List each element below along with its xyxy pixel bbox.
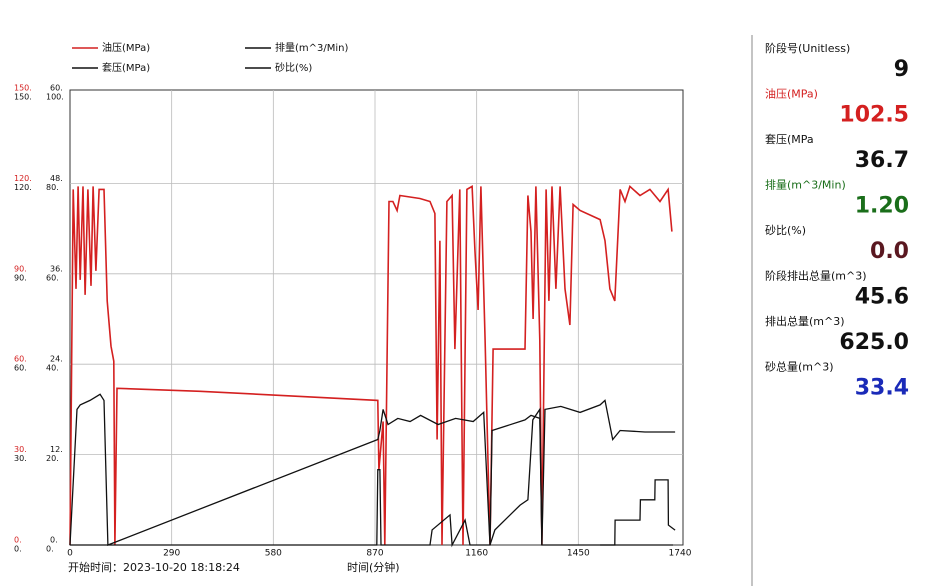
legend-label: 砂比(%) xyxy=(275,61,312,74)
y-tick-label: 90. xyxy=(14,273,27,282)
y-tick-label: 90. xyxy=(14,264,27,273)
y-tick-label: 0. xyxy=(50,536,58,545)
legend-label: 套压(MPa) xyxy=(102,61,150,74)
y-tick-label: 150. xyxy=(14,84,32,93)
panel-label: 砂总量(m^3) xyxy=(765,360,834,374)
series-line xyxy=(69,184,673,546)
plot-frame xyxy=(69,89,684,546)
y-tick-label: 24. xyxy=(50,355,63,364)
panel-value: 102.5 xyxy=(839,103,909,128)
y-tick-label: 36. xyxy=(50,264,63,273)
y-tick-label: 12. xyxy=(50,445,63,454)
y-tick-label: 0. xyxy=(46,545,54,554)
panel-label: 砂比(%) xyxy=(765,224,806,237)
y-tick-label: 60. xyxy=(14,364,27,373)
y-tick-label: 60. xyxy=(50,84,63,93)
y-tick-label: 120. xyxy=(14,183,32,192)
panel-label: 油压(MPa) xyxy=(765,87,818,101)
series-line xyxy=(69,393,676,546)
y-tick-label: 120. xyxy=(14,174,32,183)
y-tick-label: 30. xyxy=(14,454,27,463)
panel-value: 45.6 xyxy=(855,285,909,310)
start-time: 开始时间：2023-10-20 18:18:24 xyxy=(68,560,240,574)
y-tick-label: 40. xyxy=(46,364,59,373)
x-tick-label: 1160 xyxy=(465,549,488,559)
panel-label: 阶段排出总量(m^3) xyxy=(765,269,867,283)
y-tick-label: 0. xyxy=(14,545,22,554)
x-tick-label: 580 xyxy=(265,549,282,559)
x-tick-label: 1450 xyxy=(567,549,590,559)
y-tick-label: 60. xyxy=(46,273,59,282)
y-tick-label: 48. xyxy=(50,174,63,183)
panel-label: 套压(MPa xyxy=(765,133,814,146)
x-tick-label: 870 xyxy=(366,549,383,559)
panel-value: 0.0 xyxy=(870,239,909,264)
x-axis-label: 时间(分钟) xyxy=(347,560,400,574)
x-tick-label: 0 xyxy=(67,549,73,559)
panel-label: 排量(m^3/Min) xyxy=(765,178,846,192)
panel-value: 625.0 xyxy=(839,330,909,355)
legend-label: 排量(m^3/Min) xyxy=(275,41,348,54)
panel-label: 排出总量(m^3) xyxy=(765,314,845,328)
y-tick-label: 30. xyxy=(14,445,27,454)
y-tick-label: 80. xyxy=(46,183,59,192)
panel-value: 1.20 xyxy=(855,194,909,219)
series-line xyxy=(70,407,673,548)
legend-label: 油压(MPa) xyxy=(102,41,150,54)
y-tick-label: 20. xyxy=(46,454,59,463)
x-tick-label: 1740 xyxy=(669,549,692,559)
panel-value: 9 xyxy=(894,57,909,82)
y-tick-label: 60. xyxy=(14,355,27,364)
panel-label: 阶段号(Unitless) xyxy=(765,41,850,55)
series-line xyxy=(600,479,676,546)
panel-value: 36.7 xyxy=(855,148,909,173)
x-tick-label: 290 xyxy=(163,549,180,559)
y-tick-label: 0. xyxy=(14,536,22,545)
y-tick-label: 100. xyxy=(46,93,64,102)
y-tick-label: 150. xyxy=(14,93,32,102)
panel-value: 33.4 xyxy=(855,376,909,401)
